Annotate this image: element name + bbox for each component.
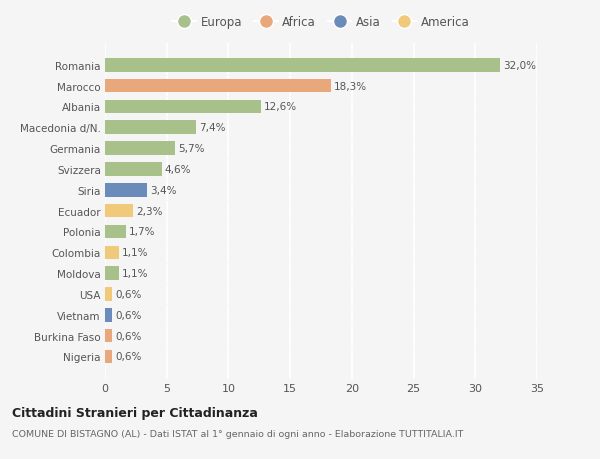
- Bar: [105, 121, 196, 135]
- Legend: Europa, Africa, Asia, America: Europa, Africa, Asia, America: [170, 13, 472, 31]
- Text: 12,6%: 12,6%: [263, 102, 297, 112]
- Bar: [105, 101, 260, 114]
- Text: 4,6%: 4,6%: [165, 165, 191, 174]
- Bar: [105, 308, 112, 322]
- Bar: [105, 59, 500, 73]
- Bar: [105, 350, 112, 364]
- Bar: [105, 184, 147, 197]
- Text: 3,4%: 3,4%: [150, 185, 176, 196]
- Text: 18,3%: 18,3%: [334, 81, 367, 91]
- Text: 5,7%: 5,7%: [178, 144, 205, 154]
- Bar: [105, 163, 162, 176]
- Bar: [105, 79, 331, 93]
- Bar: [105, 267, 119, 280]
- Text: 0,6%: 0,6%: [115, 310, 142, 320]
- Bar: [105, 287, 112, 301]
- Text: 1,1%: 1,1%: [122, 248, 148, 257]
- Bar: [105, 142, 175, 156]
- Text: 7,4%: 7,4%: [199, 123, 226, 133]
- Text: 0,6%: 0,6%: [115, 331, 142, 341]
- Bar: [105, 329, 112, 343]
- Bar: [105, 246, 119, 259]
- Text: 1,1%: 1,1%: [122, 269, 148, 279]
- Bar: [105, 204, 133, 218]
- Text: 2,3%: 2,3%: [136, 206, 163, 216]
- Text: 0,6%: 0,6%: [115, 289, 142, 299]
- Text: 32,0%: 32,0%: [503, 61, 536, 71]
- Text: 1,7%: 1,7%: [129, 227, 155, 237]
- Bar: [105, 225, 126, 239]
- Text: Cittadini Stranieri per Cittadinanza: Cittadini Stranieri per Cittadinanza: [12, 406, 258, 419]
- Text: COMUNE DI BISTAGNO (AL) - Dati ISTAT al 1° gennaio di ogni anno - Elaborazione T: COMUNE DI BISTAGNO (AL) - Dati ISTAT al …: [12, 429, 463, 438]
- Text: 0,6%: 0,6%: [115, 352, 142, 362]
